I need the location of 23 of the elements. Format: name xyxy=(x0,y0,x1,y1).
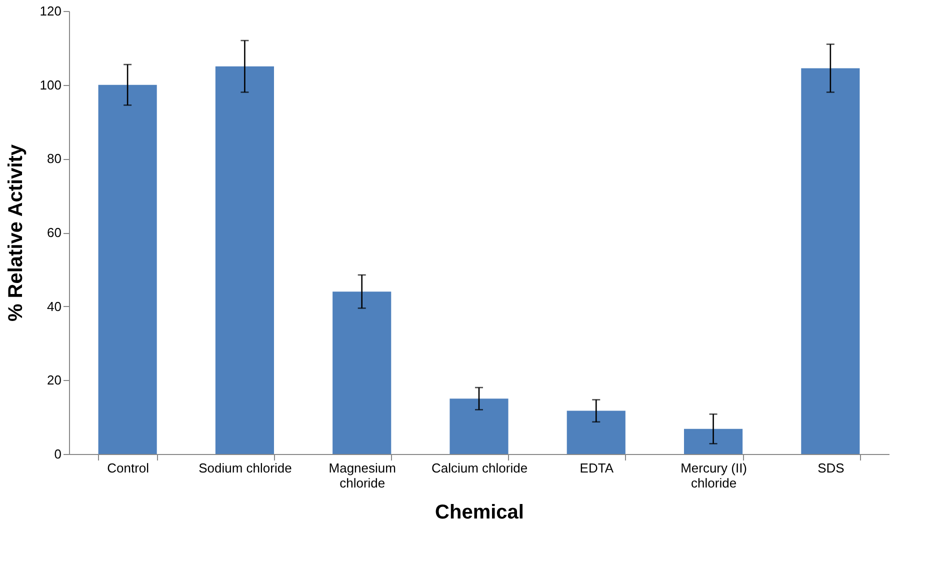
y-tick-label: 120 xyxy=(40,4,62,18)
bar xyxy=(98,84,157,454)
x-tick-label: Control xyxy=(107,460,150,476)
y-tick-label: 0 xyxy=(54,446,62,462)
bar xyxy=(450,398,508,454)
x-tick-label: EDTA xyxy=(580,460,614,476)
y-tick-label: 20 xyxy=(47,372,62,388)
x-tick-label: Sodium chloride xyxy=(198,460,292,476)
y-axis-title: % Relative Activity xyxy=(4,144,27,322)
bar xyxy=(684,428,743,454)
y-tick-label: 60 xyxy=(47,225,62,240)
x-axis-title: Chemical xyxy=(435,502,524,524)
bar xyxy=(801,68,860,454)
y-tick-label: 40 xyxy=(47,298,62,314)
y-tick-label: 100 xyxy=(40,77,62,92)
bar xyxy=(566,410,626,454)
x-tick-label: SDS xyxy=(818,460,845,476)
bar xyxy=(332,292,392,454)
y-tick-label: 80 xyxy=(47,151,62,166)
x-tick-label: Magnesium chloride xyxy=(328,460,396,490)
x-tick-label: Mercury (II) chloride xyxy=(680,460,748,490)
x-tick-label: Calcium chloride xyxy=(431,460,528,476)
bar xyxy=(215,66,274,454)
